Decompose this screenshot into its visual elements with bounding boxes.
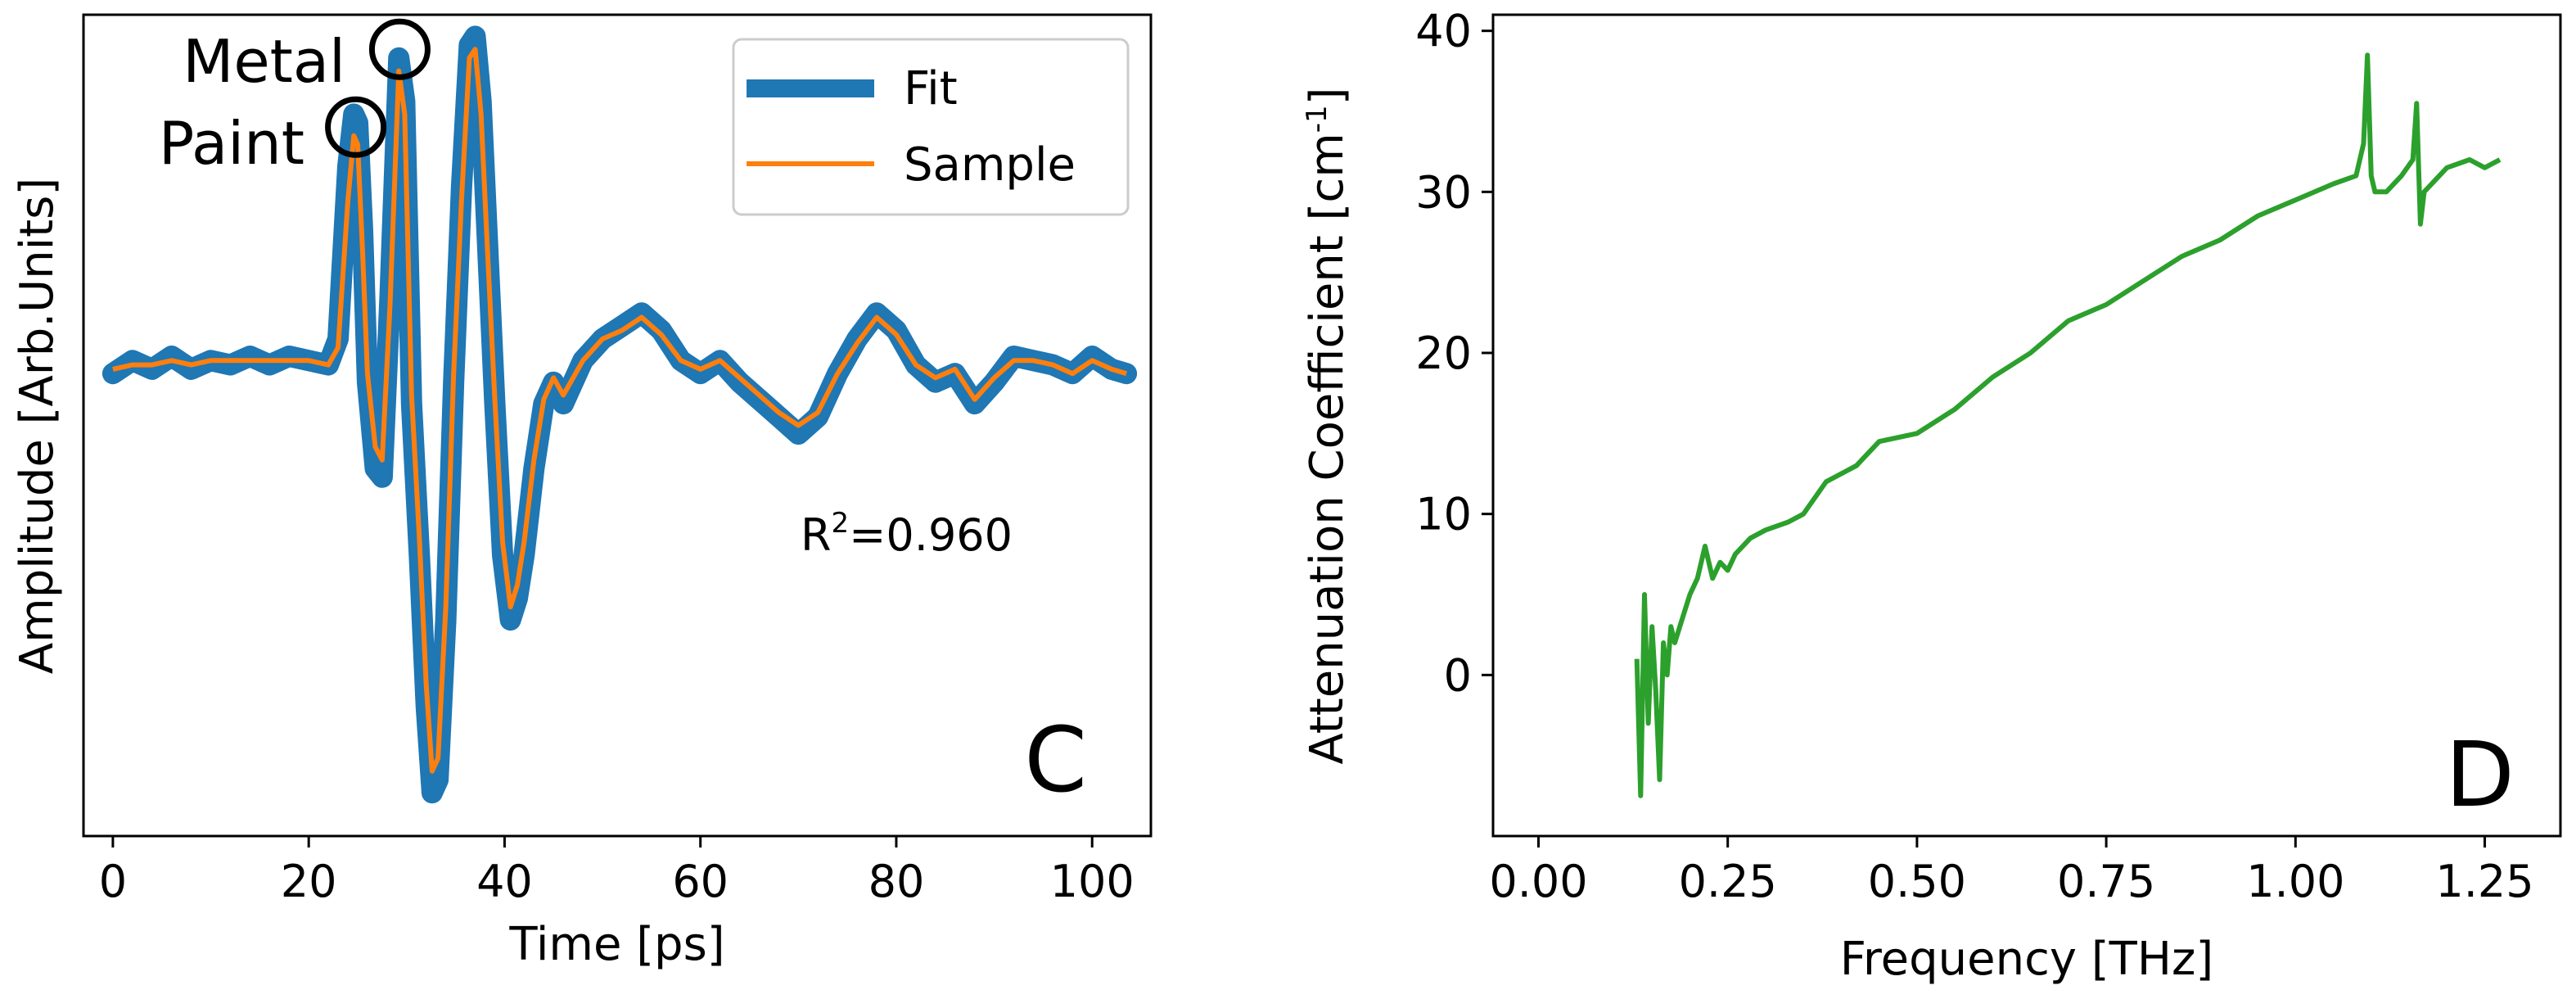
panel-d-axes-frame [1491, 13, 2562, 838]
y-tick-label: 20 [1415, 328, 1472, 379]
x-tick: 80 [868, 836, 925, 907]
panel-c-x-ticks: 0 20 40 60 80 100 [99, 836, 1135, 907]
y-tick-label: 40 [1415, 6, 1472, 57]
panel-c-annotation-paint: Paint [159, 109, 305, 178]
series-attenuation-line [1634, 52, 2502, 798]
marker-circle-metal [368, 18, 431, 80]
panel-c-x-label: Time [ps] [508, 918, 724, 971]
y-tick-label: 10 [1415, 489, 1472, 540]
x-tick: 1.00 [2246, 836, 2344, 907]
x-tick-label: 100 [1050, 856, 1135, 907]
x-tick-label: 0.25 [1679, 856, 1777, 907]
x-tick: 40 [476, 836, 533, 907]
x-tick: 20 [281, 836, 337, 907]
legend-sample-label: Sample [904, 138, 1076, 192]
y-tick: 10 [1415, 489, 1493, 540]
x-tick-label: 1.25 [2435, 856, 2533, 907]
panel-c-axes-frame [82, 13, 1153, 838]
y-tick-label: 30 [1415, 166, 1472, 218]
r2-superscript: 2 [832, 507, 850, 540]
x-tick-label: 40 [476, 856, 533, 907]
x-tick-label: 60 [672, 856, 729, 907]
x-tick-label: 0.50 [1868, 856, 1966, 907]
x-tick-label: 1.00 [2246, 856, 2344, 907]
r2-value: =0.960 [849, 509, 1013, 561]
panel-c-annotation-metal: Metal [183, 27, 345, 96]
panel-c-markers [325, 18, 431, 158]
panel-d-y-ticks: 0 10 20 30 40 [1415, 6, 1493, 701]
panel-d-label: D [2445, 722, 2515, 827]
x-tick: 0 [99, 836, 127, 907]
y-tick: 20 [1415, 328, 1493, 379]
x-tick: 60 [672, 836, 729, 907]
panel-d-x-ticks: 0.00 0.25 0.50 0.75 1.00 1.25 [1489, 836, 2534, 907]
panel-c-r-squared: R2=0.960 [801, 507, 1013, 561]
y-tick: 30 [1415, 166, 1493, 218]
y-label-superscript: -1 [1301, 105, 1333, 133]
r2-prefix: R [801, 509, 832, 561]
y-label-close: ] [1301, 87, 1354, 105]
panel-d-y-label: Attenuation Coefficient [cm-1] [1301, 87, 1354, 764]
x-tick-label: 0 [99, 856, 127, 907]
x-tick: 0.25 [1679, 836, 1777, 907]
panel-c-lines [102, 25, 1138, 804]
panel-c-label: C [1024, 707, 1087, 812]
x-tick: 100 [1050, 836, 1135, 907]
y-tick-label: 0 [1444, 649, 1472, 701]
x-tick-label: 20 [281, 856, 337, 907]
x-tick-label: 0.00 [1489, 856, 1587, 907]
panel-c: 0 20 40 60 80 100 Time [ps] Amplitude [Arb.Un… [11, 13, 1153, 971]
panel-d-x-label: Frequency [THz] [1840, 933, 2214, 986]
panel-c-legend: Fit Sample [732, 38, 1130, 216]
panel-c-y-label: Amplitude [Arb.Units] [11, 178, 64, 674]
x-tick: 0.75 [2057, 836, 2155, 907]
x-tick-label: 0.75 [2057, 856, 2155, 907]
series-sample-line [112, 47, 1127, 774]
y-tick: 40 [1415, 6, 1493, 57]
legend-fit-label: Fit [904, 62, 958, 115]
x-tick: 1.25 [2435, 836, 2534, 907]
panel-d-lines [1634, 52, 2502, 798]
x-tick: 0.00 [1489, 836, 1588, 907]
y-tick: 0 [1444, 649, 1493, 701]
panel-d: 0.00 0.25 0.50 0.75 1.00 1.25 0 10 20 30 40 Frequ… [1301, 6, 2562, 986]
x-tick: 0.50 [1868, 836, 1966, 907]
x-tick-label: 80 [868, 856, 925, 907]
y-label-main: Attenuation Coefficient [cm [1301, 133, 1354, 764]
marker-circle-paint [325, 96, 387, 158]
